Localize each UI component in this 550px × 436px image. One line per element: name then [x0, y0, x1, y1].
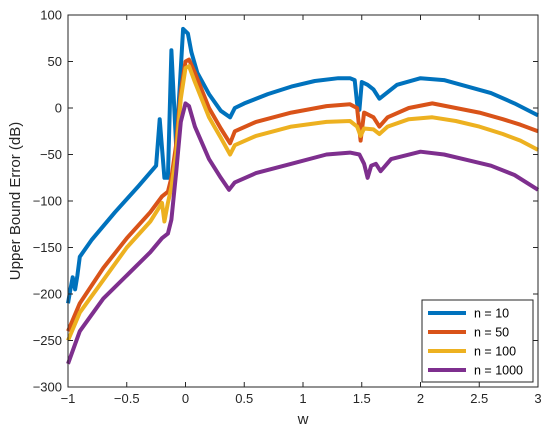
legend: n = 10 n = 50 n = 100 n = 1000 — [421, 299, 534, 383]
x-tick-label: 2.5 — [470, 391, 488, 406]
x-tick-label: 0 — [182, 391, 189, 406]
x-tick-label: 1 — [299, 391, 306, 406]
y-axis-label: Upper Bound Error (dB) — [7, 122, 24, 280]
x-tick-label: −1 — [61, 391, 76, 406]
series-line-1 — [66, 26, 539, 304]
y-tick-label: −50 — [40, 147, 62, 162]
y-tick-label: 100 — [40, 8, 62, 23]
legend-label: n = 1000 — [474, 364, 523, 378]
x-tick-label: 1.5 — [353, 391, 371, 406]
x-tick-label: 2 — [417, 391, 424, 406]
y-tick-label: −250 — [33, 333, 62, 348]
x-tick-label: 0.5 — [235, 391, 253, 406]
y-tick-label: −300 — [33, 380, 62, 395]
axis-ticks: −1 −0.5 0 0.5 1 1.5 2 2.5 3 −300 −250 −200 −150 −100 −… — [33, 8, 542, 407]
series-line-2 — [66, 57, 539, 332]
legend-label: n = 100 — [474, 345, 516, 359]
y-tick-label: 0 — [55, 101, 62, 116]
y-tick-label: −150 — [33, 240, 62, 255]
x-tick-label: −0.5 — [114, 391, 140, 406]
y-tick-label: 50 — [48, 54, 62, 69]
y-tick-label: −100 — [33, 194, 62, 209]
legend-label: n = 10 — [474, 307, 509, 321]
series-lines — [66, 26, 540, 365]
legend-label: n = 50 — [474, 326, 509, 340]
series-line-3 — [66, 64, 539, 342]
x-axis-label: w — [297, 411, 309, 428]
series-line-4 — [66, 101, 540, 365]
x-tick-label: 3 — [534, 391, 541, 406]
y-tick-label: −200 — [33, 287, 62, 302]
